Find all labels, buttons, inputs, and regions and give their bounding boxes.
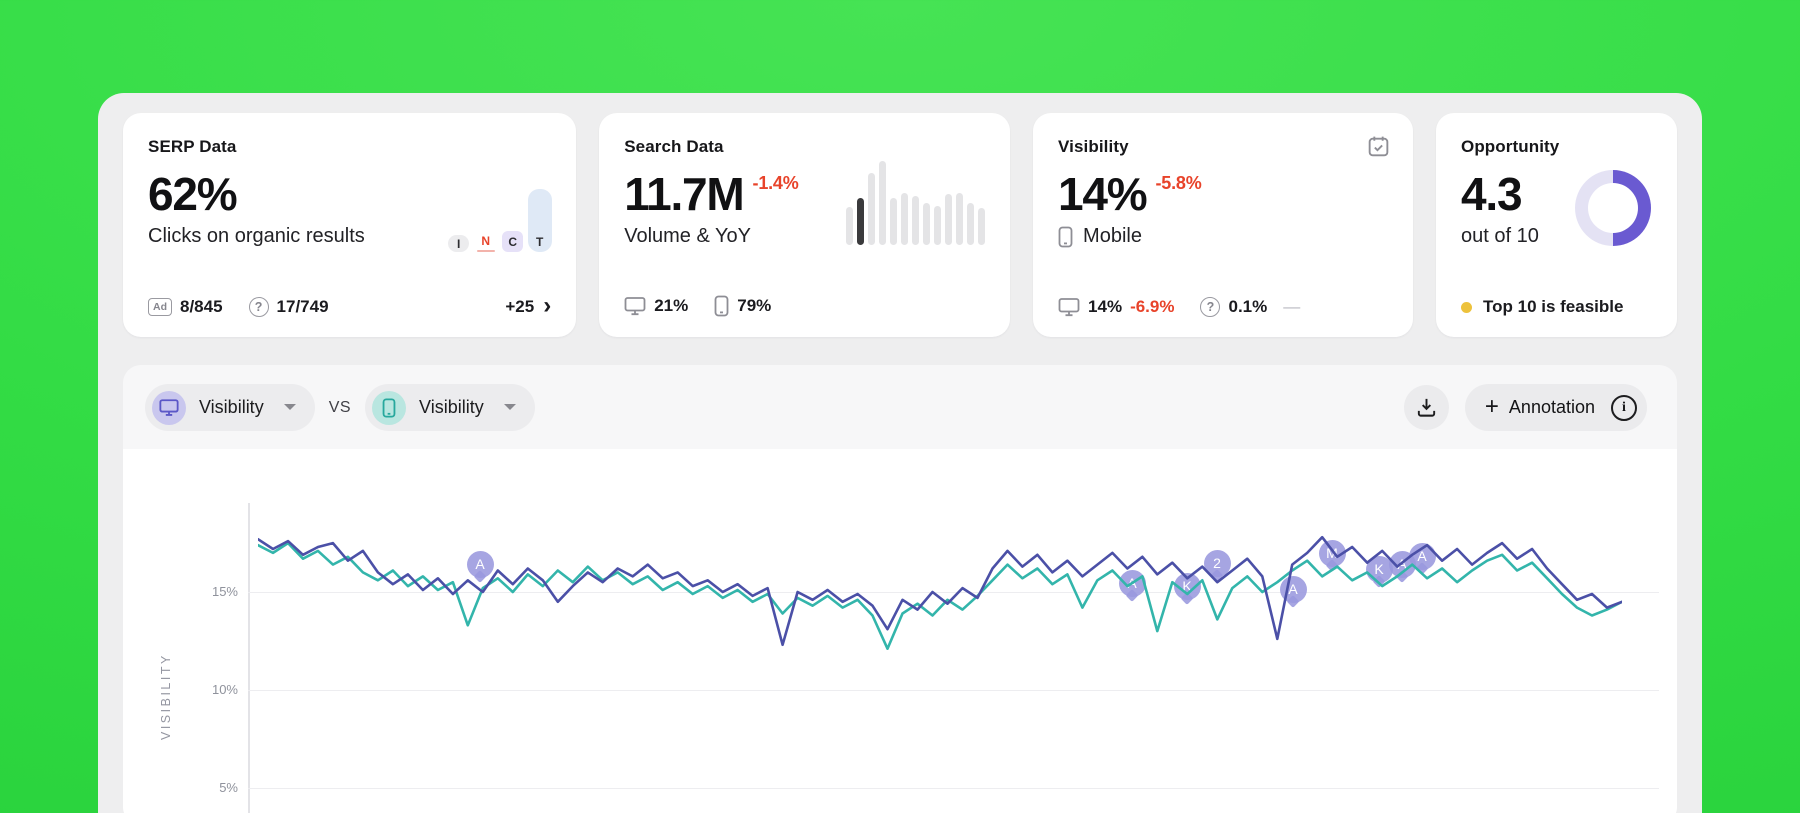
stat-cards-row: SERP Data 62% Clicks on organic results …	[123, 113, 1677, 337]
dashboard-container: SERP Data 62% Clicks on organic results …	[98, 93, 1702, 813]
visibility-value: 14%	[1058, 168, 1148, 220]
volume-bar	[879, 161, 887, 245]
metric-b-label: Visibility	[419, 397, 484, 417]
search-volume-delta: -1.4%	[752, 173, 799, 193]
comparison-chart-panel: Visibility VS Visibility	[123, 365, 1677, 813]
mobile-icon	[372, 390, 407, 425]
volume-bars-sparkline	[846, 161, 986, 245]
trend-dash: —	[1283, 297, 1301, 316]
y-tick-label: 10%	[211, 681, 238, 697]
download-button[interactable]	[1403, 385, 1449, 430]
volume-bar	[967, 203, 975, 245]
metric-a-selector[interactable]: Visibility	[145, 384, 315, 431]
chevron-down-icon	[503, 403, 517, 412]
card-title: SERP Data	[148, 137, 237, 156]
opportunity-card[interactable]: Opportunity 4.3 out of 10 Top 10 is feas…	[1436, 113, 1677, 337]
plus-icon: +	[1484, 392, 1499, 420]
mobile-icon	[714, 295, 729, 317]
desktop-icon	[1058, 297, 1080, 317]
visibility-line-chart[interactable]: VISIBILITY 15% 10% 5% A A K 2 A M K A A	[123, 449, 1677, 813]
desktop-share-value: 21%	[654, 296, 689, 315]
serp-badge-i: I	[448, 235, 470, 252]
volume-bar	[890, 198, 898, 245]
search-subtitle: Volume & YoY	[624, 225, 751, 247]
vs-label: VS	[328, 398, 352, 416]
opportunity-score: 4.3	[1461, 168, 1523, 220]
more-count: +25	[505, 297, 535, 316]
question-visibility-value: 0.1%	[1228, 297, 1268, 316]
volume-bar	[956, 193, 964, 245]
annotation-marker-a[interactable]: A	[466, 550, 494, 578]
desktop-icon	[624, 296, 646, 316]
desktop-visibility-delta: -6.9%	[1130, 297, 1175, 316]
volume-bar	[978, 208, 986, 245]
calendar-check-icon[interactable]	[1366, 134, 1391, 164]
chart-toolbar: Visibility VS Visibility	[123, 365, 1677, 449]
volume-bar	[901, 193, 909, 245]
card-title: Opportunity	[1461, 137, 1560, 156]
volume-bar	[945, 194, 953, 245]
feasibility-label: Top 10 is feasible	[1483, 297, 1624, 316]
questions-count: 17/749	[276, 297, 329, 316]
chart-lines	[258, 535, 1622, 650]
search-volume-value: 11.7M	[624, 168, 745, 220]
serp-badge-n: N	[475, 234, 496, 252]
gridline	[248, 787, 1659, 789]
ads-count: 8/845	[180, 297, 223, 316]
question-icon: ?	[248, 297, 269, 317]
annotation-marker-a[interactable]: A	[1279, 575, 1307, 603]
chevron-down-icon	[283, 403, 297, 412]
mobile-share-value: 79%	[737, 296, 772, 315]
serp-more-link[interactable]: +25 ›	[505, 292, 552, 319]
desktop-visibility-value: 14%	[1088, 297, 1123, 316]
gridline	[248, 592, 1659, 593]
line-visibility-mobile-	[258, 541, 1622, 650]
serp-badge-c: C	[502, 231, 524, 252]
visibility-delta: -5.8%	[1155, 173, 1202, 193]
y-tick-label: 15%	[211, 584, 238, 599]
opportunity-subtitle: out of 10	[1461, 225, 1539, 247]
serp-badge-t: T	[527, 189, 552, 252]
volume-bar	[923, 203, 931, 245]
serp-value: 62%	[148, 168, 238, 220]
mobile-share: 79%	[714, 295, 771, 317]
gridline	[248, 689, 1659, 691]
serp-data-card[interactable]: SERP Data 62% Clicks on organic results …	[123, 113, 577, 337]
annotation-label: Annotation	[1508, 397, 1595, 417]
chevron-right-icon: ›	[543, 292, 552, 319]
desktop-visibility: 14%	[1058, 297, 1122, 317]
line-visibility-desktop-	[258, 535, 1622, 647]
search-data-card[interactable]: Search Data 11.7M -1.4% Volume & YoY 21%	[599, 113, 1011, 337]
visibility-device-label: Mobile	[1083, 225, 1142, 247]
y-axis-line	[248, 503, 250, 813]
opportunity-donut-chart	[1575, 170, 1651, 246]
visibility-card[interactable]: Visibility 14% -5.8% Mobile 14%	[1033, 113, 1413, 337]
y-tick-label: 5%	[219, 779, 238, 795]
metric-b-selector[interactable]: Visibility	[365, 384, 535, 431]
visibility-subtitle: Mobile	[1058, 225, 1388, 248]
card-title: Search Data	[624, 137, 724, 156]
mobile-icon	[1058, 226, 1073, 248]
volume-bar	[868, 173, 876, 245]
volume-bar	[846, 207, 854, 245]
card-title: Visibility	[1058, 137, 1129, 156]
add-annotation-button[interactable]: + Annotation i	[1464, 384, 1647, 431]
volume-bar	[912, 196, 920, 245]
desktop-share: 21%	[624, 296, 688, 316]
question-visibility: ? 0.1%	[1200, 297, 1267, 317]
feasibility-status: Top 10 is feasible	[1461, 297, 1623, 317]
info-icon[interactable]: i	[1611, 394, 1637, 421]
volume-bar	[934, 206, 942, 245]
ad-icon: Ad	[148, 298, 172, 316]
questions-stat: ? 17/749	[248, 297, 329, 317]
ads-stat: Ad 8/845	[148, 297, 223, 317]
serp-subtitle: Clicks on organic results	[148, 225, 365, 247]
yellow-status-dot	[1461, 301, 1472, 313]
y-axis-label: VISIBILITY	[159, 653, 173, 741]
volume-bar	[857, 198, 865, 245]
metric-a-label: Visibility	[199, 397, 264, 417]
question-icon: ?	[1200, 297, 1221, 317]
desktop-icon	[152, 390, 186, 425]
